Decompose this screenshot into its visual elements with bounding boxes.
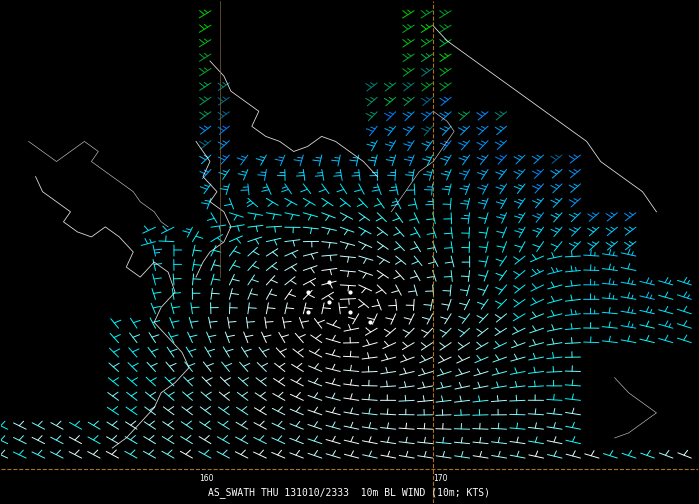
Text: 170: 170 [433, 474, 447, 483]
Text: AS_SWATH THU 131010/2333  10m BL WIND (10m; KTS): AS_SWATH THU 131010/2333 10m BL WIND (10… [208, 487, 491, 498]
Text: 160: 160 [199, 474, 214, 483]
